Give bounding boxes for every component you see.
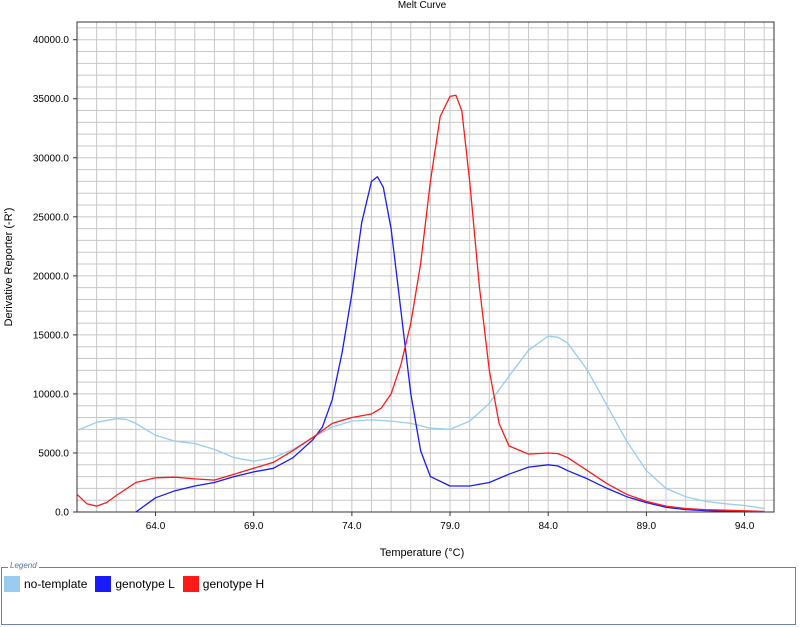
series-lines [76,94,765,513]
series-line-no-template [76,335,765,510]
melt-curve-chart: Melt Curve 0.0 5000.0 10000.0 15000.0 20000.… [3,0,775,559]
y-tick-label: 25000.0 [33,212,70,223]
y-axis-ticks: 0.0 5000.0 10000.0 15000.0 20000.0 25000.0 300… [33,35,77,519]
legend-item: no-template [4,576,87,592]
chart-title: Melt Curve [398,0,447,11]
x-tick-label: 84.0 [538,521,558,532]
legend-item: genotype L [95,576,175,592]
legend-label: genotype L [115,577,175,591]
y-tick-label: 20000.0 [33,271,70,282]
y-tick-label: 30000.0 [33,153,70,164]
y-tick-label: 5000.0 [38,448,69,459]
legend-item: genotype H [182,576,265,592]
y-tick-label: 35000.0 [33,94,70,105]
x-tick-label: 79.0 [440,521,460,532]
y-tick-label: 40000.0 [33,35,70,46]
x-axis-label: Temperature (°C) [380,547,464,559]
legend-items: no-template genotype L genotype H [4,576,272,592]
x-tick-label: 74.0 [342,521,362,532]
y-axis-label: Derivative Reporter (-R') [3,208,15,327]
series-line-genotype-l [135,176,765,513]
y-tick-label: 0.0 [55,508,69,519]
legend-label: genotype H [202,577,265,591]
y-tick-label: 10000.0 [33,389,70,400]
x-axis-ticks: 64.0 69.0 74.0 79.0 84.0 89.0 94.0 [146,512,755,532]
grid [76,22,774,512]
x-tick-label: 89.0 [637,521,657,532]
legend-swatch [4,576,20,592]
legend-title: Legend [8,561,39,570]
legend-label: no-template [24,577,88,591]
plot-area-border [76,21,775,513]
legend-swatch [95,576,112,592]
x-tick-label: 94.0 [735,521,755,532]
series-line-genotype-h [76,94,765,513]
legend-swatch [182,576,199,592]
x-tick-label: 69.0 [244,521,264,532]
x-tick-label: 64.0 [146,521,166,532]
y-tick-label: 15000.0 [33,330,70,341]
legend: Legend no-template genotype L genotype H [1,561,796,625]
